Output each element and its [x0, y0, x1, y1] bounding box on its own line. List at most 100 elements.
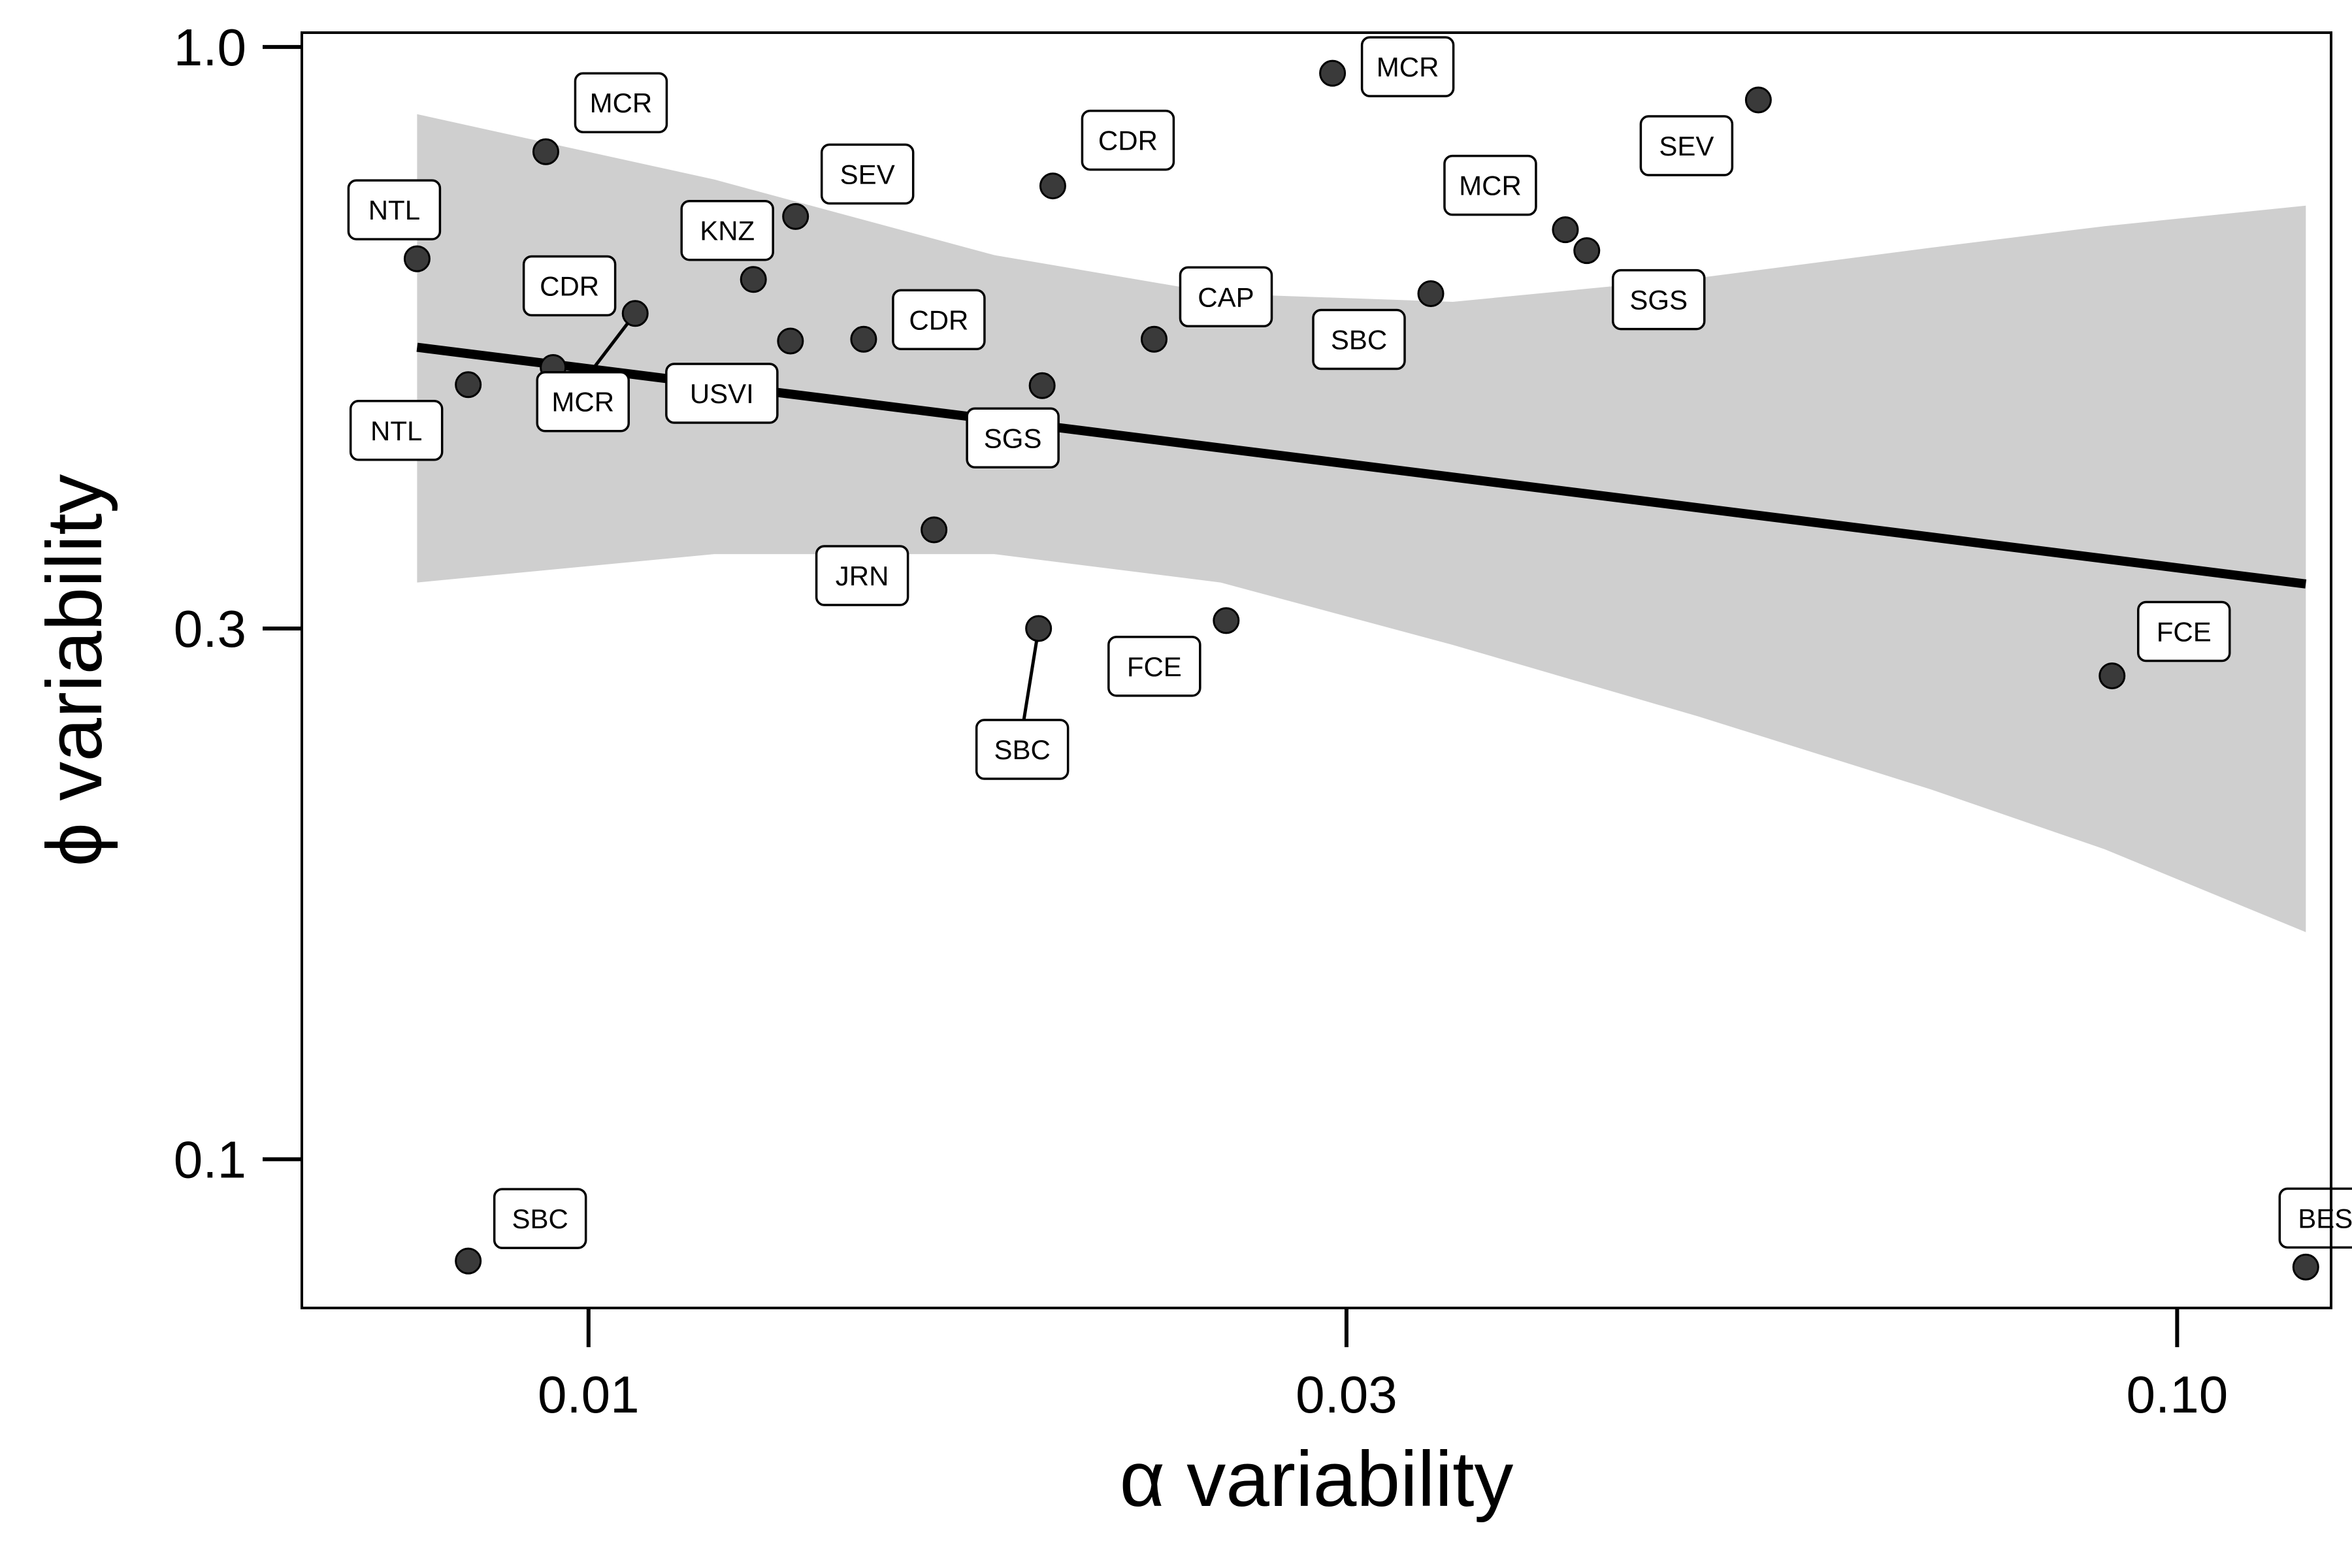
- point-label-text: JRN: [836, 561, 889, 591]
- point-label-box: [2278, 1187, 2352, 1249]
- point-label-box: [349, 400, 444, 461]
- point-label-text: SGS: [984, 423, 1042, 453]
- point-label-box: [966, 407, 1060, 469]
- point-label-box: [892, 289, 986, 351]
- point-label: SBC: [493, 1188, 587, 1249]
- point-label-text: SBC: [994, 734, 1050, 765]
- x-tick-label: 0.01: [538, 1365, 640, 1424]
- point-label-text: KNZ: [700, 216, 755, 246]
- point-label-box: [2137, 600, 2231, 662]
- label-leader-line: [1021, 628, 1041, 730]
- leader-line-layer: [581, 312, 1041, 730]
- point-label-box: [1443, 154, 1537, 216]
- point-label-text: SGS: [1629, 285, 1688, 316]
- data-point: [1213, 607, 1240, 634]
- point-label-box: [975, 719, 1070, 780]
- point-label-text: BES: [2298, 1203, 2352, 1233]
- data-point: [532, 138, 559, 165]
- point-label-box: [1312, 308, 1406, 370]
- point-label-box: [820, 143, 915, 205]
- point-label-layer: NTL NTL MCR CDR MCR KNZ USVI SEV CDR JRN SBC SGS CDR…: [347, 36, 2352, 1249]
- point-label: MCR: [536, 370, 630, 433]
- data-point: [921, 516, 948, 544]
- confidence-band-layer: [417, 114, 2306, 932]
- point-label: BES: [2278, 1187, 2352, 1249]
- point-label-text: MCR: [1377, 52, 1439, 82]
- point-label-box: [1081, 109, 1175, 171]
- data-point: [455, 371, 482, 399]
- point-label: SGS: [966, 407, 1060, 469]
- data-point: [1744, 86, 1772, 114]
- point-label-text: CDR: [909, 304, 968, 335]
- data-point: [777, 327, 804, 355]
- point-label: MCR: [1443, 154, 1537, 216]
- point-label: KNZ: [680, 199, 774, 261]
- data-point: [2099, 662, 2126, 690]
- point-label-box: [1639, 115, 1734, 176]
- x-tick-label: 0.10: [2127, 1365, 2229, 1424]
- point-label-text: CDR: [1098, 125, 1158, 156]
- y-tick-label: 1.0: [174, 18, 246, 76]
- data-point: [850, 325, 877, 353]
- point-label-text: MCR: [590, 88, 653, 118]
- point-label: JRN: [815, 545, 909, 606]
- point-label-text: CDR: [540, 271, 599, 302]
- point-label: CDR: [1081, 109, 1175, 171]
- point-label-box: [347, 179, 442, 240]
- data-point: [2292, 1253, 2319, 1281]
- point-label-text: USVI: [690, 378, 754, 409]
- data-point-layer: [403, 59, 2319, 1281]
- y-axis: 0.1 0.3 1.0: [174, 18, 302, 1188]
- data-point: [1417, 280, 1445, 308]
- point-label-box: [1179, 266, 1273, 328]
- point-label-box: [815, 545, 909, 606]
- y-tick-label: 0.1: [174, 1130, 246, 1188]
- data-point: [403, 245, 431, 272]
- point-label: CAP: [1179, 266, 1273, 328]
- confidence-band: [417, 114, 2306, 932]
- label-leader-line: [581, 312, 637, 384]
- data-point: [1573, 237, 1601, 265]
- point-label-text: NTL: [370, 416, 422, 446]
- point-label-text: NTL: [368, 195, 420, 225]
- point-label: FCE: [2137, 600, 2231, 662]
- x-axis-title: α variability: [1120, 1435, 1514, 1523]
- data-point: [1140, 325, 1168, 353]
- plot-panel-border: [301, 31, 2332, 1309]
- point-label: MCR: [1360, 36, 1455, 97]
- point-label: SBC: [1312, 308, 1406, 370]
- point-label-box: [1612, 269, 1706, 331]
- point-label: MCR: [574, 72, 668, 133]
- point-label-text: MCR: [551, 387, 614, 417]
- point-label: SBC: [975, 719, 1070, 780]
- point-label: SEV: [1639, 115, 1734, 176]
- point-label-box: [493, 1188, 587, 1249]
- point-label-text: FCE: [2157, 617, 2212, 647]
- x-axis: 0.01 0.03 0.10: [538, 1308, 2228, 1424]
- point-label-box: [1107, 636, 1201, 697]
- point-label-text: SBC: [512, 1203, 568, 1234]
- point-label: CDR: [892, 289, 986, 351]
- point-label: NTL: [347, 179, 442, 240]
- data-point: [782, 203, 809, 230]
- point-label-text: SEV: [1659, 131, 1714, 161]
- point-label: SGS: [1612, 269, 1706, 331]
- point-label: SEV: [820, 143, 915, 205]
- point-label: USVI: [665, 363, 779, 424]
- point-label-text: MCR: [1459, 171, 1522, 201]
- point-label: NTL: [349, 400, 444, 461]
- point-label-text: CAP: [1198, 282, 1254, 312]
- point-label-text: FCE: [1127, 651, 1182, 682]
- y-tick-label: 0.3: [174, 600, 246, 658]
- data-point: [1552, 216, 1579, 244]
- x-tick-label: 0.03: [1296, 1365, 1397, 1424]
- data-point: [740, 266, 767, 293]
- point-label-box: [574, 72, 668, 133]
- point-label-box: [680, 199, 774, 261]
- point-label-box: [1360, 36, 1455, 97]
- data-point: [455, 1247, 482, 1275]
- data-point: [1025, 615, 1053, 642]
- data-point: [1028, 372, 1056, 399]
- point-label-box: [665, 363, 779, 424]
